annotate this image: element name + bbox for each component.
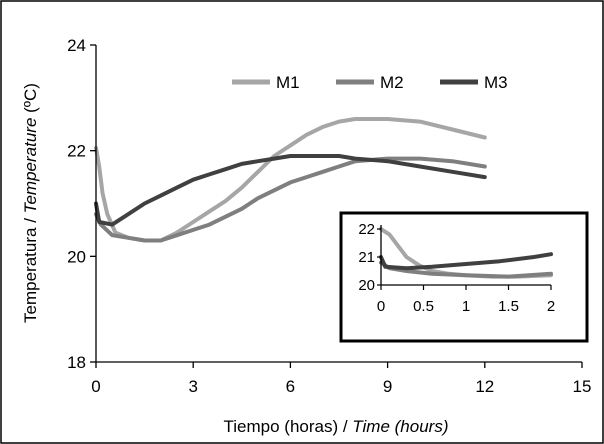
y-ticks: 18 20 22 24: [67, 36, 96, 372]
inset-x-tick-label: 1.5: [498, 298, 519, 315]
y-tick-label: 20: [67, 247, 86, 266]
inset-x-tick-label: 0: [377, 298, 385, 315]
y-tick-label: 24: [67, 36, 86, 55]
legend-label-m2: M2: [380, 73, 404, 92]
y-tick-label: 18: [67, 353, 86, 372]
series-line-m1: [94, 117, 487, 243]
x-ticks: 0 3 6 9 12 15: [91, 362, 591, 396]
x-tick-label: 9: [383, 377, 392, 396]
inset-x-tick-label: 2: [547, 298, 555, 315]
inset-y-tick-label: 22: [358, 221, 375, 238]
inset-y-tick-label: 20: [358, 277, 375, 294]
x-axis-title: Tiempo (horas) / Time (hours): [224, 417, 449, 436]
main-series-group: [94, 117, 487, 243]
legend-label-m3: M3: [484, 73, 508, 92]
y-axis-title-suffix: (ºC): [21, 83, 40, 118]
legend: M1 M2 M3: [232, 73, 508, 92]
y-axis-title-italic: Temperature: [21, 118, 40, 214]
legend-label-m1: M1: [276, 73, 300, 92]
inset-series-line-m3: [379, 252, 553, 271]
x-axis-title-main: Tiempo (horas) /: [224, 417, 353, 436]
series-line-m3: [94, 154, 487, 227]
inset-x-tick-label: 1: [462, 298, 470, 315]
y-axis-title-main: Temperatura /: [21, 213, 40, 323]
inset-axes: 20 21 22 0 0.5 1 1.5 2: [358, 221, 555, 315]
x-tick-label: 6: [286, 377, 295, 396]
inset-x-tick-label: 0.5: [413, 298, 434, 315]
y-axis-title: Temperatura / Temperature (ºC): [21, 83, 40, 323]
x-axis-title-italic: Time (hours): [352, 417, 448, 436]
inset-series-group: [379, 227, 553, 279]
inset-y-tick-label: 21: [358, 249, 375, 266]
x-tick-label: 12: [475, 377, 494, 396]
x-tick-label: 3: [188, 377, 197, 396]
y-tick-label: 22: [67, 142, 86, 161]
x-tick-label: 15: [573, 377, 592, 396]
x-tick-label: 0: [91, 377, 100, 396]
